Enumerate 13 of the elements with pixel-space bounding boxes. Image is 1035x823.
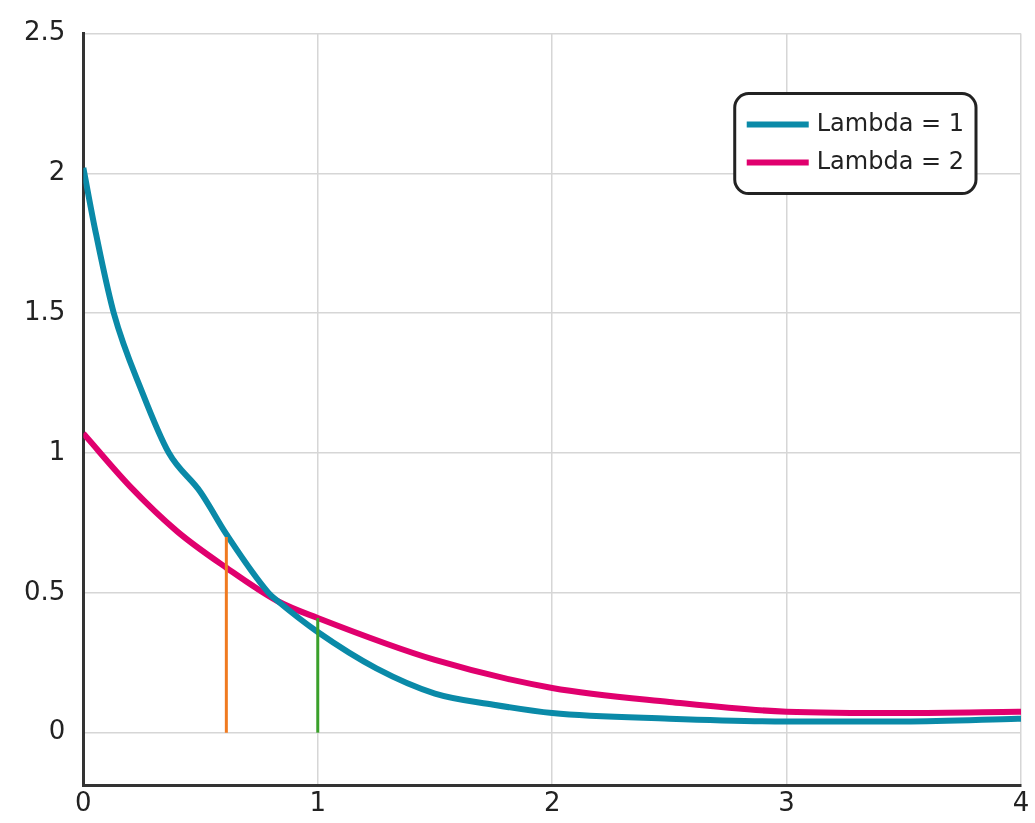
y-tick-label: 1 bbox=[48, 435, 66, 466]
y-tick-label: 2 bbox=[48, 156, 66, 187]
y-tick-label: 0 bbox=[48, 715, 66, 746]
x-tick-label: 2 bbox=[543, 787, 561, 818]
x-tick-label: 1 bbox=[309, 787, 327, 818]
y-tick-label: 2.5 bbox=[23, 16, 66, 47]
x-tick-label: 0 bbox=[75, 787, 92, 818]
legend-label: Lambda = 1 bbox=[816, 108, 965, 137]
x-tick-label: 3 bbox=[778, 787, 795, 818]
x-tick-label: 4 bbox=[1012, 787, 1030, 818]
legend-label: Lambda = 2 bbox=[816, 146, 965, 175]
y-tick-label: 1.5 bbox=[23, 295, 66, 326]
y-tick-label: 0.5 bbox=[23, 575, 66, 606]
